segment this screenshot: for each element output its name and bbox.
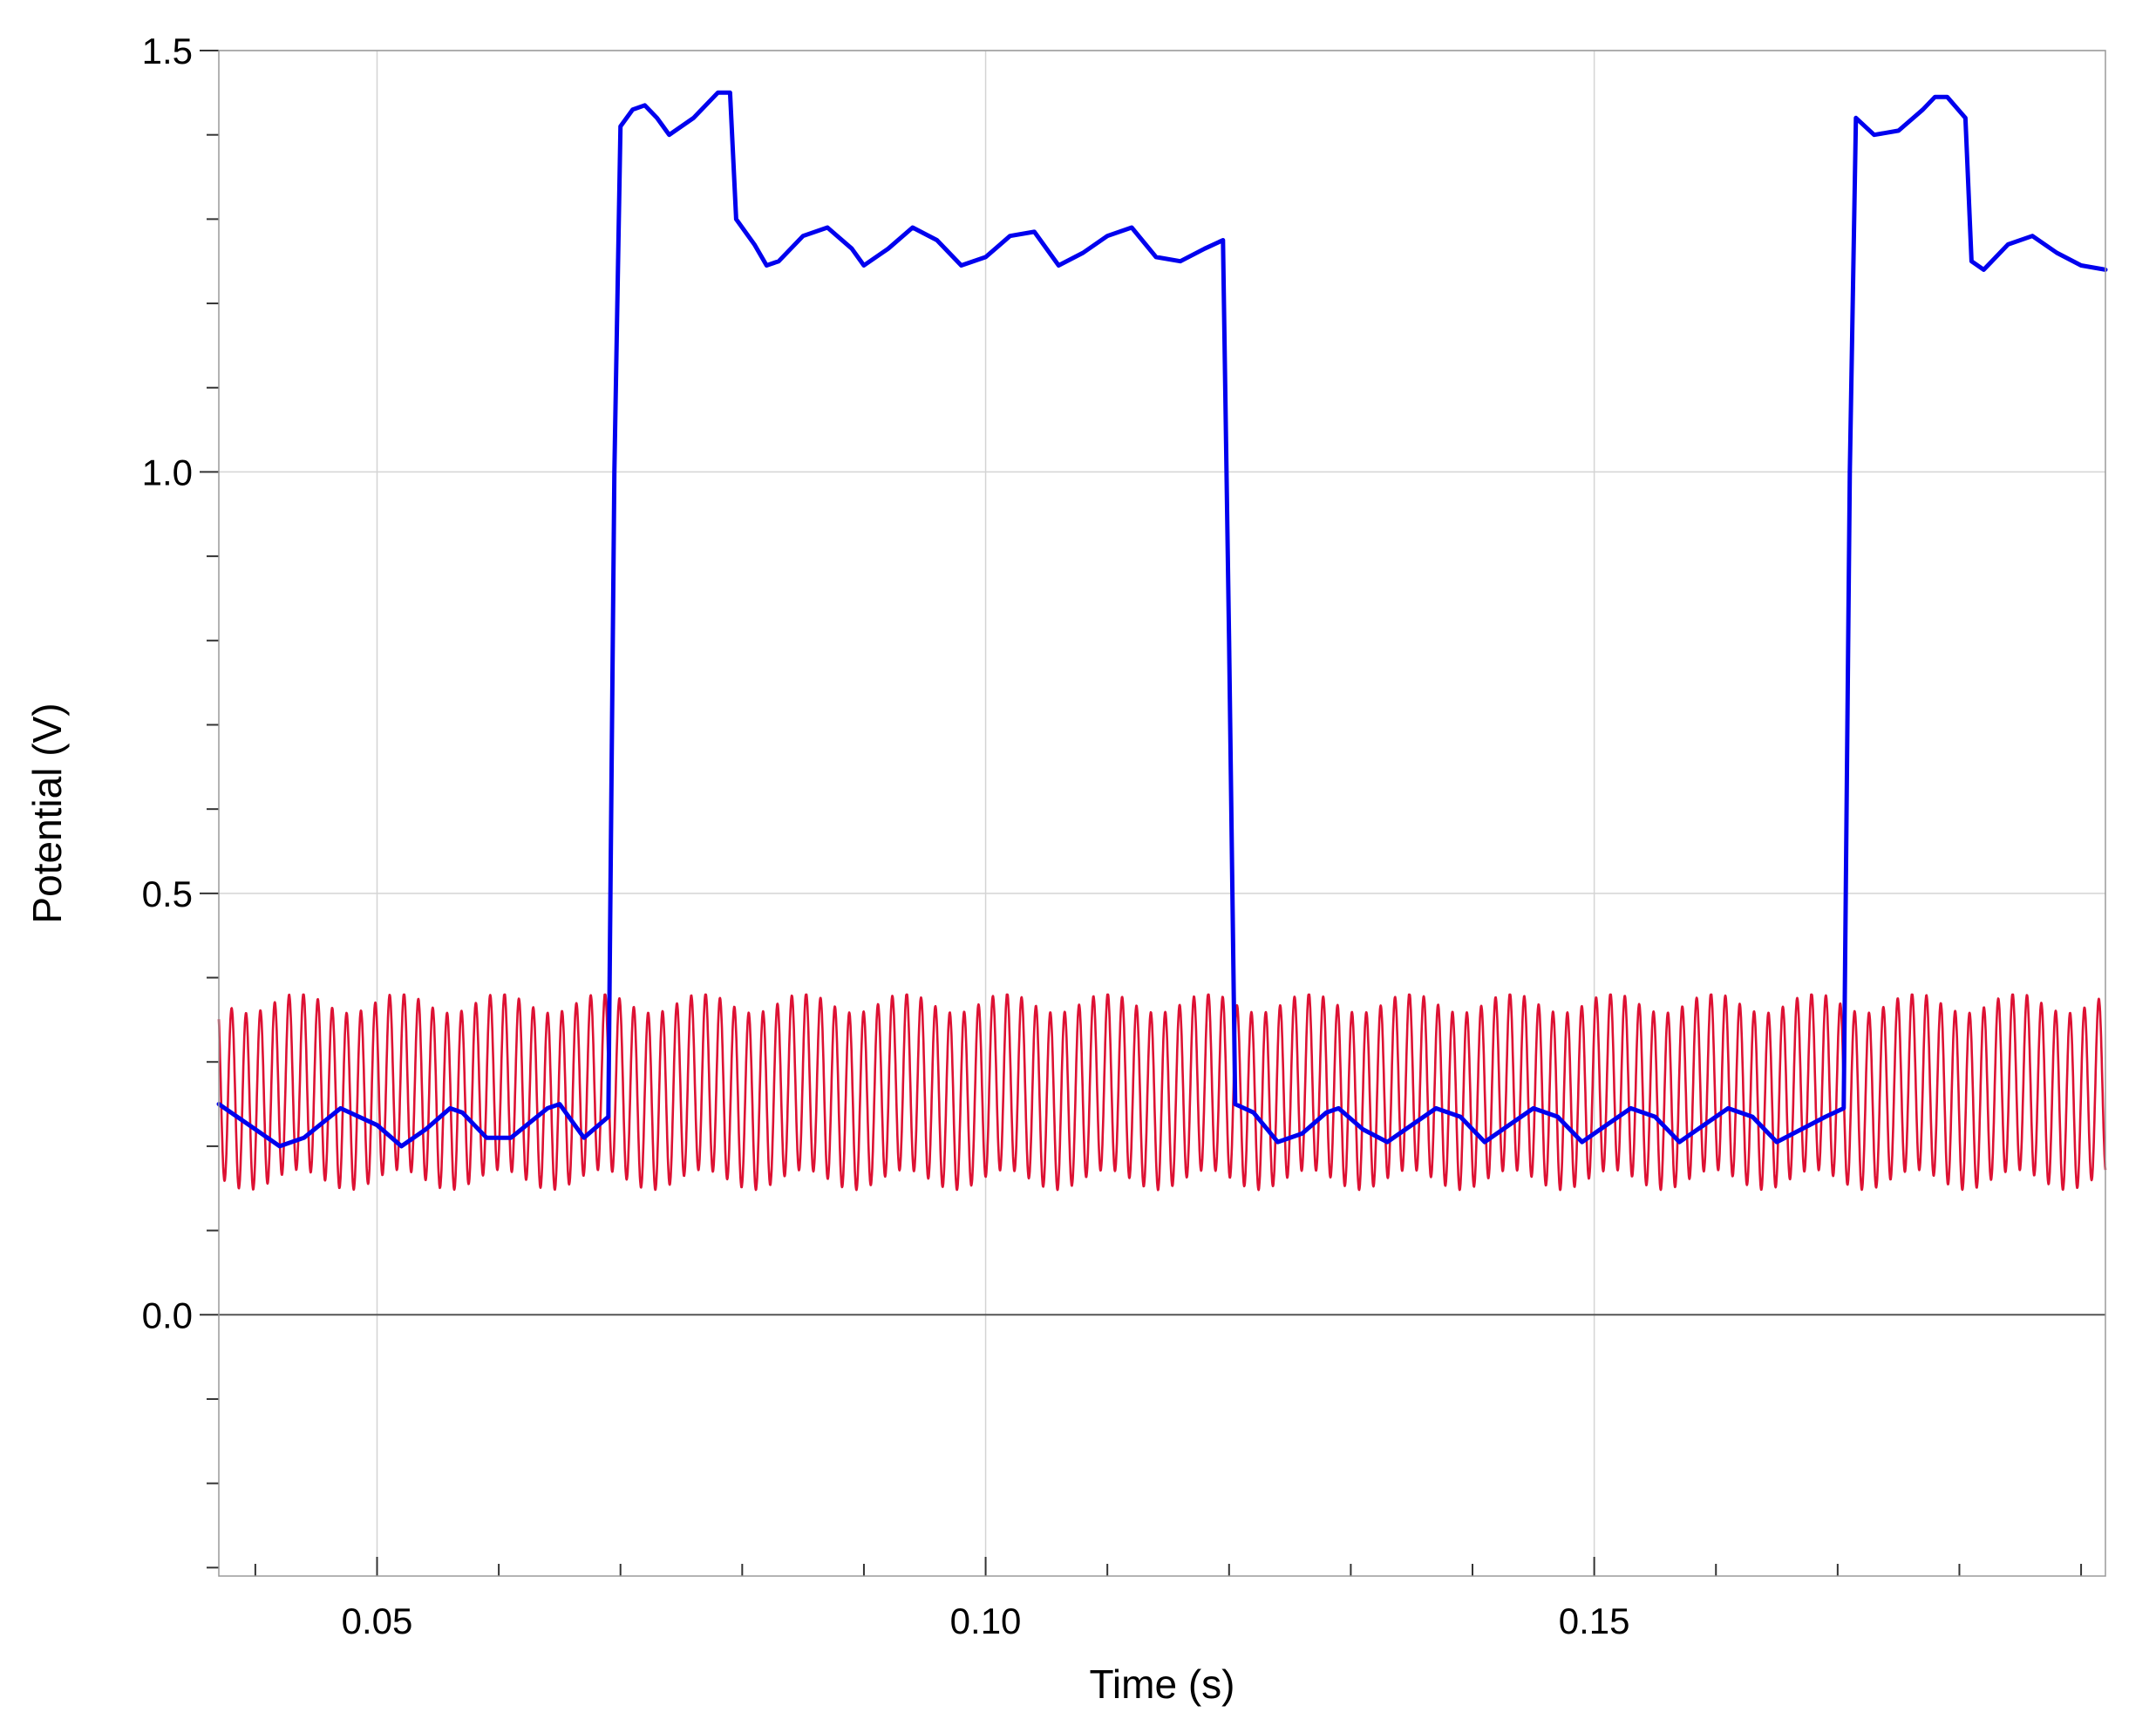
y-tick-label: 1.5 — [142, 31, 193, 71]
y-tick-label: 1.0 — [142, 452, 193, 493]
y-tick-label: 0.0 — [142, 1294, 193, 1335]
plot-frame — [218, 50, 2106, 1577]
x-tick-label: 0.05 — [342, 1600, 413, 1641]
series-layer — [216, 90, 2108, 1192]
y-tick-label: 0.5 — [142, 873, 193, 914]
y-axis-ticks: 0.0 0.5 1.0 1.5 — [142, 31, 219, 1569]
x-axis-label: Time (s) — [1090, 1661, 1235, 1707]
y-axis-label: Potential (V) — [24, 703, 70, 923]
series-red-line — [217, 993, 2107, 1192]
series-blue-line — [216, 90, 2108, 1149]
x-tick-label: 0.10 — [950, 1600, 1022, 1641]
gridlines — [219, 50, 2105, 1576]
x-axis-ticks: 0.05 0.10 0.15 — [254, 1557, 2083, 1641]
x-tick-label: 0.15 — [1559, 1600, 1630, 1641]
